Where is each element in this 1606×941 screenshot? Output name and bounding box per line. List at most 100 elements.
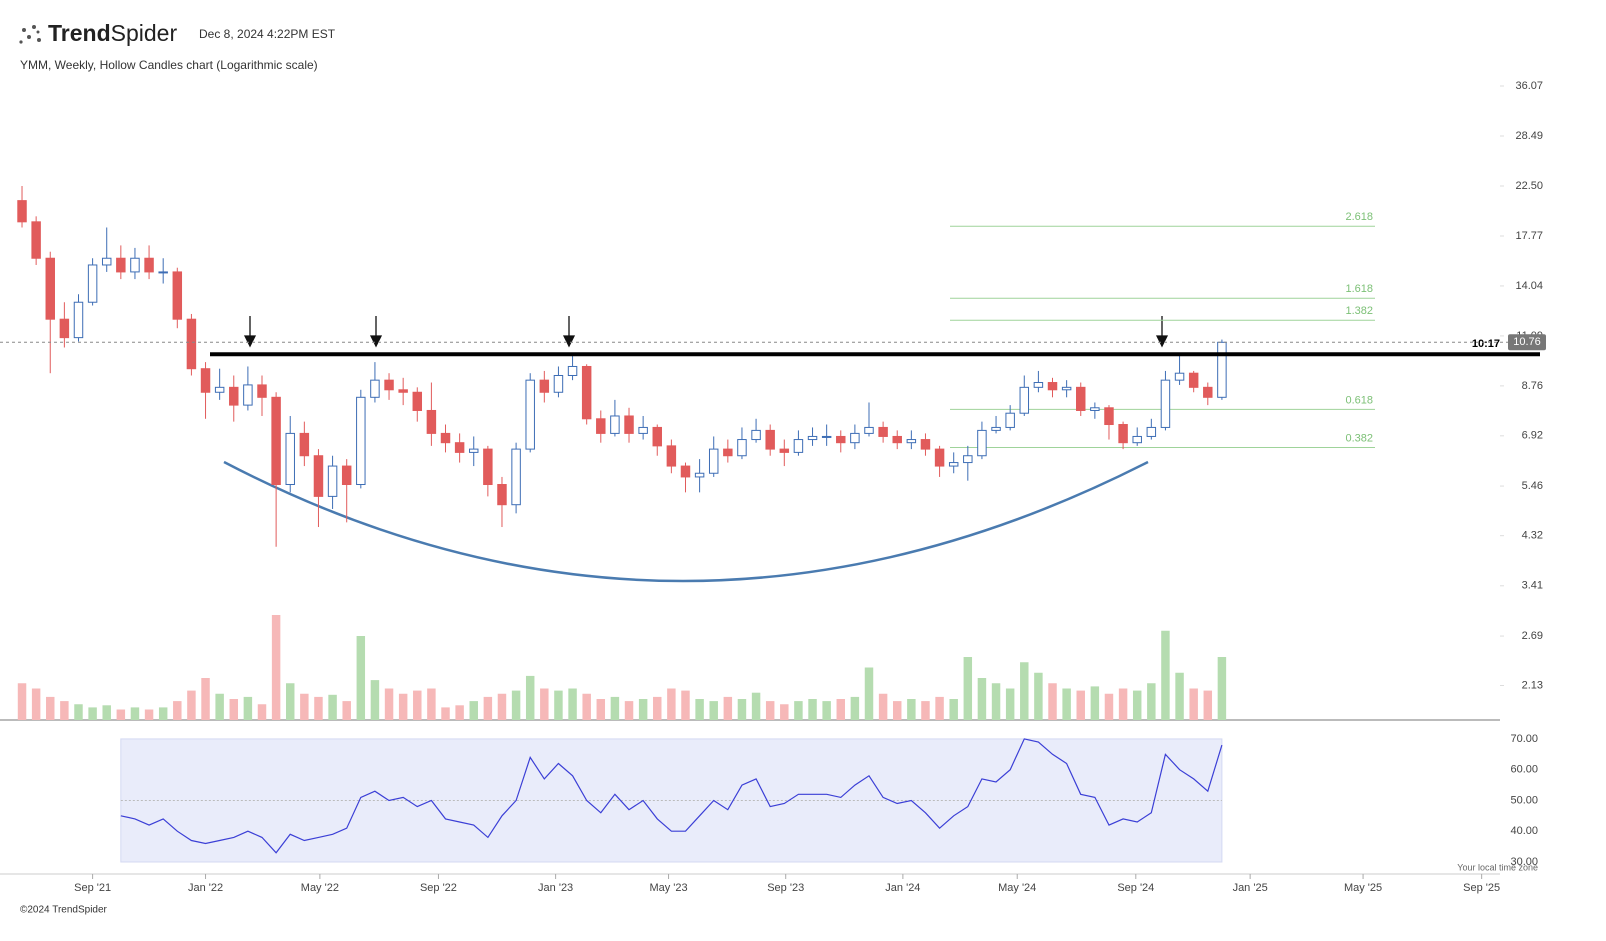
candle-body — [567, 365, 578, 376]
candle-body — [327, 465, 338, 497]
candle-body — [412, 391, 423, 411]
volume-bar — [497, 693, 507, 720]
volume-bar — [709, 701, 718, 720]
volume-bar — [370, 680, 380, 720]
candle-body — [186, 318, 197, 370]
volume-bar — [808, 699, 817, 720]
candle-body — [581, 365, 592, 420]
candle-body — [751, 429, 761, 441]
volume-bar — [681, 690, 690, 720]
candle-body — [836, 435, 846, 444]
candle-body — [356, 396, 366, 486]
candle-body — [977, 429, 987, 457]
volume-bar — [413, 690, 422, 720]
volume-bar — [1005, 688, 1015, 720]
volume-bar — [991, 683, 1001, 720]
volume-bar — [1175, 672, 1184, 720]
volume-bar — [102, 705, 111, 720]
volume-bar — [1034, 672, 1043, 720]
volume-bar — [60, 701, 69, 720]
volume-bar — [300, 693, 309, 720]
candle-body — [1132, 435, 1142, 444]
volume-bar — [455, 705, 464, 720]
candle-body — [1217, 341, 1227, 398]
candle-body — [610, 415, 620, 434]
volume-bar — [653, 696, 662, 720]
volume-bar — [511, 690, 521, 720]
volume-bar — [427, 688, 436, 720]
fib-label: 2.618 — [1345, 211, 1373, 223]
candle-body — [426, 409, 437, 434]
candle-body — [920, 439, 931, 450]
candle-body — [1146, 426, 1157, 437]
volume-bar — [469, 701, 478, 720]
last-price-label: 10.76 — [1513, 336, 1541, 348]
candle-body — [737, 439, 747, 457]
volume-bar — [596, 699, 606, 720]
volume-bar — [328, 694, 337, 720]
volume-bar — [780, 704, 789, 720]
volume-bar — [31, 688, 41, 720]
rsi-tick-label: 40.00 — [1510, 825, 1538, 837]
x-tick-label: May '25 — [1344, 882, 1382, 894]
volume-bar — [1062, 688, 1071, 720]
y-tick-label: 6.92 — [1522, 430, 1543, 442]
volume-bar — [737, 699, 747, 720]
y-tick-label: 28.49 — [1515, 130, 1543, 142]
logo-icon — [19, 25, 41, 44]
y-tick-label: 2.69 — [1522, 630, 1543, 642]
candle-body — [708, 448, 719, 474]
fib-label: 0.618 — [1345, 394, 1373, 406]
volume-bar — [356, 636, 366, 720]
volume-bar — [638, 699, 648, 720]
x-tick-label: Sep '21 — [74, 882, 111, 894]
volume-bar — [751, 692, 761, 720]
cup-curve — [223, 460, 1149, 583]
volume-bar — [525, 675, 535, 720]
volume-bar — [285, 683, 295, 720]
volume-bar — [554, 690, 563, 720]
candle-body — [1033, 382, 1044, 388]
candle-body — [1203, 386, 1213, 398]
rsi-tick-label: 70.00 — [1510, 733, 1538, 745]
y-tick-label: 17.77 — [1515, 230, 1543, 242]
y-tick-label: 5.46 — [1522, 480, 1543, 492]
candle-body — [257, 384, 267, 398]
resistance-label: 10:17 — [1472, 338, 1500, 350]
volume-bar — [1090, 686, 1100, 720]
candle-body — [596, 418, 606, 434]
y-tick-label: 14.04 — [1515, 280, 1543, 292]
candle-body — [31, 221, 41, 259]
candle-body — [370, 379, 380, 398]
volume-bar — [229, 699, 239, 720]
volume-bar — [243, 696, 253, 720]
volume-bar — [977, 678, 987, 720]
copyright: ©2024 TrendSpider — [20, 905, 108, 916]
candle-body — [87, 264, 98, 303]
candle-body — [624, 415, 634, 434]
rsi-tick-label: 50.00 — [1510, 794, 1538, 806]
rsi-line — [120, 738, 1223, 854]
volume-bar — [878, 693, 888, 720]
candle-body — [469, 448, 479, 453]
candle-body — [963, 455, 973, 464]
volume-bar — [624, 701, 634, 720]
volume-bar — [1076, 690, 1085, 720]
candle-body — [17, 200, 27, 223]
candle-body — [765, 429, 775, 450]
volume-bar — [314, 696, 323, 720]
candle-body — [638, 426, 648, 434]
y-tick-label: 22.50 — [1515, 180, 1543, 192]
x-tick-label: May '22 — [301, 882, 339, 894]
candle-body — [892, 435, 902, 444]
candle-body — [525, 379, 535, 450]
volume-bar — [723, 696, 733, 720]
candle-body — [116, 257, 126, 273]
candle-body — [158, 271, 168, 274]
volume-bar — [667, 688, 676, 720]
volume-bar — [398, 693, 408, 720]
volume-bar — [271, 615, 281, 720]
volume-bar — [892, 701, 902, 720]
candle-body — [341, 465, 352, 486]
candle-body — [1019, 386, 1030, 414]
